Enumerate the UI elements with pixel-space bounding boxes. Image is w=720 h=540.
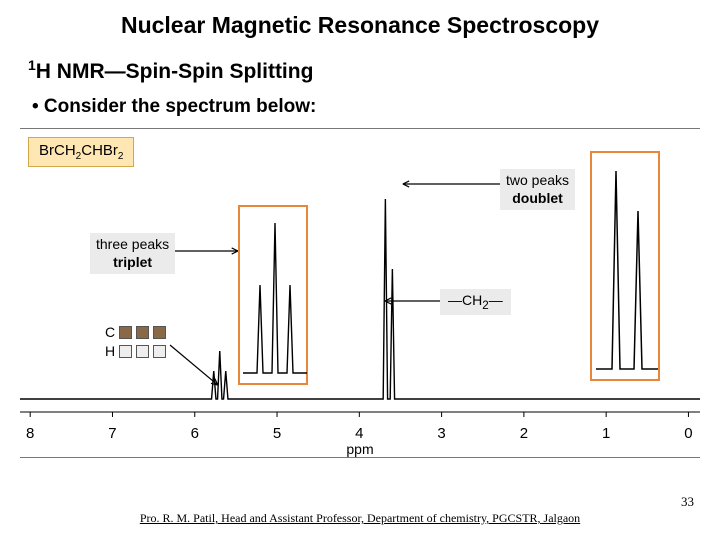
bullet-line: • Consider the spectrum below: bbox=[0, 90, 720, 128]
doublet-line1: two peaks bbox=[506, 172, 569, 188]
doublet-line2: doublet bbox=[512, 190, 563, 206]
triplet-line2: triplet bbox=[113, 254, 152, 270]
zoom-triplet-svg bbox=[240, 207, 310, 387]
zoom-triplet-box bbox=[238, 205, 308, 385]
zoom-doublet-svg bbox=[592, 153, 662, 383]
page-title: Nuclear Magnetic Resonance Spectroscopy bbox=[0, 0, 720, 39]
spectrum-figure: BrCH2CHBr2 three peaks triplet two peaks… bbox=[20, 128, 700, 458]
axis-tick: 7 bbox=[108, 425, 116, 442]
zoom-doublet-box bbox=[590, 151, 660, 381]
subtitle-text: H NMR—Spin-Spin Splitting bbox=[36, 60, 314, 83]
x-axis: ppm 876543210 bbox=[20, 425, 700, 449]
footer-credit: Pro. R. M. Patil, Head and Assistant Pro… bbox=[0, 511, 720, 526]
axis-tick: 2 bbox=[520, 425, 528, 442]
legend-h: H bbox=[105, 342, 115, 361]
axis-tick: 3 bbox=[437, 425, 445, 442]
ch-legend: C H bbox=[105, 323, 166, 361]
section-subtitle: 1H NMR—Spin-Spin Splitting bbox=[0, 39, 720, 90]
axis-tick: 8 bbox=[26, 425, 34, 442]
axis-tick: 6 bbox=[191, 425, 199, 442]
triplet-annotation: three peaks triplet bbox=[90, 233, 175, 274]
axis-tick: 4 bbox=[355, 425, 363, 442]
superscript-1: 1 bbox=[28, 57, 36, 73]
triplet-line1: three peaks bbox=[96, 236, 169, 252]
legend-c: C bbox=[105, 323, 115, 342]
axis-tick: 1 bbox=[602, 425, 610, 442]
ch2-annotation: —CH2— bbox=[440, 289, 511, 315]
axis-tick: 5 bbox=[273, 425, 281, 442]
axis-label-ppm: ppm bbox=[346, 441, 373, 457]
page-number: 33 bbox=[681, 494, 694, 510]
axis-tick: 0 bbox=[684, 425, 692, 442]
doublet-annotation: two peaks doublet bbox=[500, 169, 575, 210]
